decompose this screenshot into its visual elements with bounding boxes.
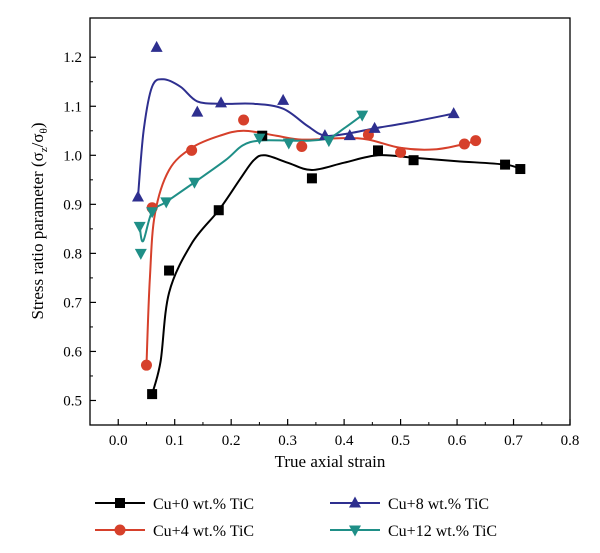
data-point-series-2 xyxy=(368,121,381,133)
x-tick-label: 0.4 xyxy=(335,433,354,449)
x-tick-label: 0.8 xyxy=(561,433,580,449)
data-point-series-1 xyxy=(238,114,250,126)
data-point-series-1 xyxy=(458,138,470,150)
legend-marker-0 xyxy=(115,498,125,508)
data-point-series-1 xyxy=(140,359,152,371)
data-point-series-2 xyxy=(277,93,290,105)
legend-label-0: Cu+0 wt.% TiC xyxy=(153,496,254,513)
x-tick-label: 0.3 xyxy=(278,433,297,449)
data-point-series-2 xyxy=(343,129,356,141)
x-tick-label: 0.7 xyxy=(504,433,523,449)
y-tick-label: 0.9 xyxy=(63,197,82,213)
data-point-series-3 xyxy=(134,248,147,260)
y-tick-label: 1.1 xyxy=(63,99,82,115)
y-tick-label: 0.7 xyxy=(63,295,82,311)
x-tick-label: 0.0 xyxy=(109,433,128,449)
data-point-series-0 xyxy=(500,159,511,170)
data-point-series-0 xyxy=(164,265,175,276)
data-point-series-3 xyxy=(160,197,173,209)
data-point-series-0 xyxy=(213,205,224,216)
series-curve-3 xyxy=(138,114,363,243)
data-point-series-3 xyxy=(356,110,369,122)
legend-marker-2 xyxy=(349,496,361,508)
data-point-series-0 xyxy=(306,173,317,184)
y-axis-title: Stress ratio parameter (σz/σθ) xyxy=(28,122,50,319)
y-tick-label: 0.8 xyxy=(63,246,82,262)
data-point-series-3 xyxy=(253,133,266,145)
y-tick-label: 1.0 xyxy=(63,148,82,164)
data-point-series-2 xyxy=(215,96,228,108)
y-tick-label: 0.5 xyxy=(63,393,82,409)
x-axis-ticks: 0.0 0.1 0.2 0.3 0.4 0.5 0.6 0.7 0.8 xyxy=(109,419,580,449)
legend-label-2: Cu+8 wt.% TiC xyxy=(388,496,489,513)
data-point-series-0 xyxy=(515,164,526,175)
y-tick-label: 1.2 xyxy=(63,50,82,66)
data-point-series-1 xyxy=(470,135,482,147)
fitted-curves xyxy=(137,78,521,395)
legend-marker-1 xyxy=(114,524,126,536)
legend: Cu+0 wt.% TiC Cu+4 wt.% TiC Cu+8 wt.% TiC C… xyxy=(95,496,497,540)
data-point-series-2 xyxy=(447,107,460,119)
data-point-series-3 xyxy=(188,177,201,189)
data-point-series-0 xyxy=(408,155,419,166)
x-tick-label: 0.2 xyxy=(222,433,241,449)
x-tick-label: 0.6 xyxy=(448,433,467,449)
data-point-series-2 xyxy=(191,105,204,117)
data-point-series-0 xyxy=(147,389,158,400)
data-point-series-1 xyxy=(186,144,198,156)
x-axis-title: True axial strain xyxy=(275,452,386,471)
series-curve-0 xyxy=(151,154,521,395)
legend-label-3: Cu+12 wt.% TiC xyxy=(388,523,497,540)
data-markers xyxy=(132,40,526,400)
y-tick-label: 0.6 xyxy=(63,344,82,360)
x-tick-label: 0.5 xyxy=(391,433,410,449)
data-point-series-3 xyxy=(146,207,159,219)
data-point-series-3 xyxy=(322,136,335,148)
data-point-series-2 xyxy=(150,40,163,52)
series-curve-1 xyxy=(145,129,477,366)
legend-marker-3 xyxy=(349,525,361,537)
data-point-series-0 xyxy=(373,145,383,156)
x-tick-label: 0.1 xyxy=(165,433,184,449)
data-point-series-1 xyxy=(395,146,407,158)
data-point-series-2 xyxy=(132,190,144,202)
legend-label-1: Cu+4 wt.% TiC xyxy=(153,523,254,540)
plot-area-frame xyxy=(89,17,571,426)
series-curve-2 xyxy=(137,78,454,198)
data-point-series-3 xyxy=(282,138,295,150)
y-axis-ticks: 0.5 0.6 0.7 0.8 0.9 1.0 1.1 1.2 xyxy=(63,50,96,409)
data-point-series-1 xyxy=(296,140,308,152)
data-point-series-3 xyxy=(133,221,146,233)
